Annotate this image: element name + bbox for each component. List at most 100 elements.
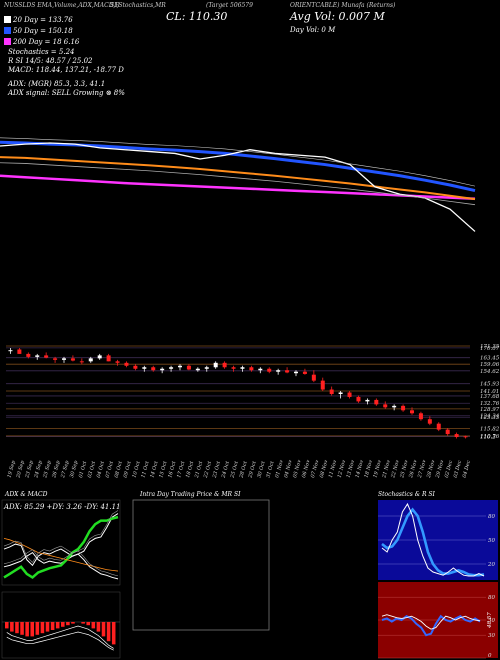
candle-body [8,350,13,352]
date-tick-label: 15 Oct [158,460,168,479]
date-tick-label: 29 Nov [435,459,446,479]
candle-body [374,399,379,405]
ema200-swatch [4,38,11,45]
date-tick-label: 18 Oct [185,460,195,479]
rsi-series-0 [381,614,481,637]
date-tick-label: 14 Nov [355,459,366,478]
date-tick-label: 01 Nov [274,459,285,478]
macd-hist-bar [86,622,91,626]
date-tick-label: 08 Oct [114,460,124,479]
macd-hist-bar [106,622,111,642]
rsi-tick-label: 0 [488,653,492,659]
candle-body [142,367,147,369]
adx-panel-frame [1,499,121,586]
candle-body [320,380,325,390]
price-tick-label: 141.01 [480,389,499,395]
adx-signal-readout: ADX signal: SELL Growing ⊗ 8% [8,89,125,97]
date-tick-label: 22 Nov [390,459,401,479]
macd-hist-bar [71,622,75,624]
date-tick-label: 21 Nov [381,459,392,479]
date-tick-label: 28 Oct [238,460,249,480]
date-tick-label: 03 Dec [453,460,463,479]
candle-body [276,370,281,372]
candle-body [338,392,343,394]
candle-body [302,371,307,374]
date-tick-label: 23 Oct [212,460,223,480]
date-tick-label: 21 Oct [194,460,205,480]
date-tick-label: 25 Oct [229,460,240,480]
candle-body [347,392,352,397]
adx-shadow-0 [3,540,119,577]
candle-body [97,355,102,359]
candle-body [383,404,388,408]
candle-body [231,367,236,369]
macd-signal-line [6,625,114,649]
date-tick-label: 24 Oct [220,460,231,480]
date-tick-label: 07 Nov [310,459,321,478]
candle-body [463,436,468,438]
date-tick-label: 04 Dec [462,460,472,479]
candle-body [160,368,165,371]
date-tick-label: 10 Oct [132,460,142,479]
date-tick-label: 22 Oct [203,460,214,480]
candle-body [169,367,174,369]
date-tick-label: 29 Oct [247,460,258,480]
stoch-title: Stochastics & R SI [378,491,435,498]
ema200-legend: 200 Day = 18 6.16 [4,38,79,46]
price-tick-label: 128.97 [480,407,500,413]
date-tick-label: 07 Oct [105,460,115,479]
candle-body [356,396,361,402]
price-tick-label: 159.06 [480,362,500,368]
macd-hist-bar [101,622,106,637]
macd-hist-bar [66,622,70,626]
date-tick-label: 25 Sep [42,459,53,479]
header-fragment-4: ORIENTCABLE) Munafa (Returns) [290,2,396,9]
macd-hist-bar [81,622,85,624]
rsi-tick-label: 30 [488,633,495,639]
macd-hist-bar [30,622,35,637]
date-tick-label: 11 Nov [328,459,339,478]
date-tick-label: 23 Sep [24,459,35,479]
macd-hist-bar [15,622,19,634]
macd-hist-bar [55,622,60,629]
ema50-swatch [4,27,11,34]
candle-body [186,365,191,370]
date-tick-label: 16 Oct [167,460,177,479]
candle-body [392,405,397,408]
rsi-value-label: 48.57 [487,612,493,629]
candle-body [26,353,31,357]
ema50-label: 50 Day = 150.18 [13,27,73,35]
price-tick-label: 115.82 [480,426,500,432]
candle-body [285,370,290,373]
date-tick-label: 06 Nov [301,459,312,478]
candle-body [70,358,75,361]
candle-body [418,413,423,420]
date-tick-label: 27 Sep [60,459,71,479]
stoch-series-0 [381,507,485,577]
date-tick-label: 20 Sep [15,459,26,479]
stoch-tick-label: 20 [487,562,495,568]
candle-body [410,410,414,414]
candle-body [294,371,298,374]
macd-hist-bar [10,622,14,632]
date-tick-label: 11 Oct [140,460,150,479]
candle-body [436,423,441,430]
stoch-series-1 [381,502,485,577]
price-tick-label: 110.3 [480,435,496,441]
macd-line [6,631,114,651]
date-tick-label: 30 Oct [256,460,266,479]
candle-body [329,389,334,394]
date-tick-label: 17 Oct [176,460,186,479]
candle-body [17,349,22,354]
stochastics-readout: Stochastics = 5.24 [8,48,75,56]
price-tick-label: 163.45 [480,356,500,362]
date-tick-label: 13 Nov [346,459,357,478]
adx-series-3 [3,538,119,572]
candle-body [44,355,49,358]
macd-hist-bar [45,622,50,632]
adx-readout: ADX: (MGR) 85.3, 3.3, 41.1 [8,80,106,88]
date-tick-label: 04 Nov [283,459,294,478]
candle-body [88,358,93,362]
price-tick-label: 123.33 [480,415,500,421]
